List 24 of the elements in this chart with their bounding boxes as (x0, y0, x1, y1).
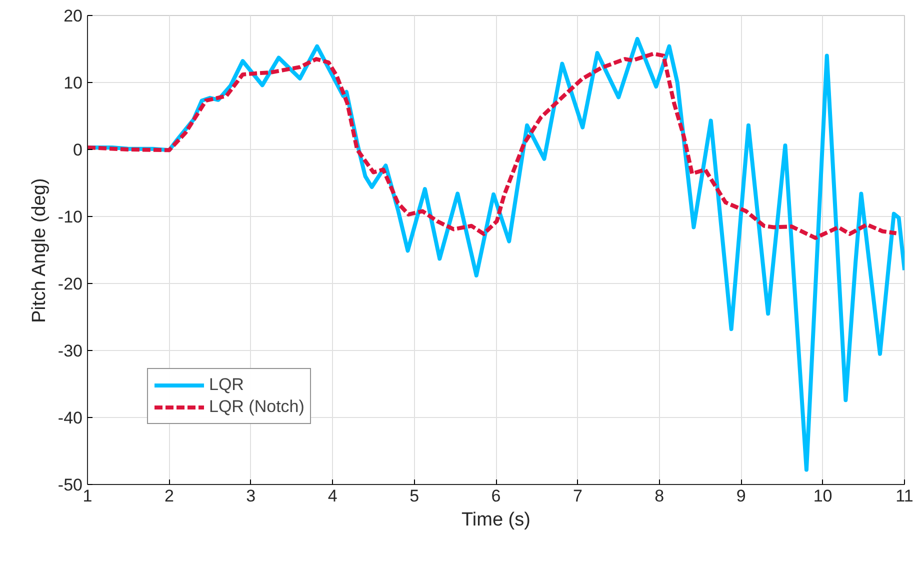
x-tick-label: 6 (491, 486, 501, 506)
x-tick-label: 7 (572, 486, 582, 506)
x-tick-label: 3 (246, 486, 256, 506)
x-tick-label: 11 (896, 486, 914, 506)
x-tick-label: 4 (328, 486, 338, 506)
legend-label: LQR (209, 375, 244, 395)
legend-label: LQR (Notch) (209, 397, 304, 417)
y-tick-label: -40 (58, 408, 83, 428)
y-tick-label: -50 (58, 476, 83, 494)
x-tick-label: 10 (813, 486, 832, 506)
x-tick-label: 9 (736, 486, 746, 506)
x-tick-label: 5 (410, 486, 420, 506)
y-tick-label: 20 (64, 6, 83, 26)
x-tick-label: 8 (654, 486, 664, 506)
x-tick-label: 1 (82, 486, 92, 506)
y-tick-label: -30 (58, 342, 83, 360)
y-tick-label: -10 (58, 208, 83, 226)
y-tick-label: 0 (73, 140, 83, 160)
y-axis-title: Pitch Angle (deg) (28, 178, 50, 323)
y-tick-label: -20 (58, 274, 83, 294)
x-tick-label: 2 (164, 486, 174, 506)
y-tick-label: 10 (64, 74, 83, 92)
x-axis-title: Time (s) (462, 510, 530, 530)
line-series (88, 52, 898, 240)
